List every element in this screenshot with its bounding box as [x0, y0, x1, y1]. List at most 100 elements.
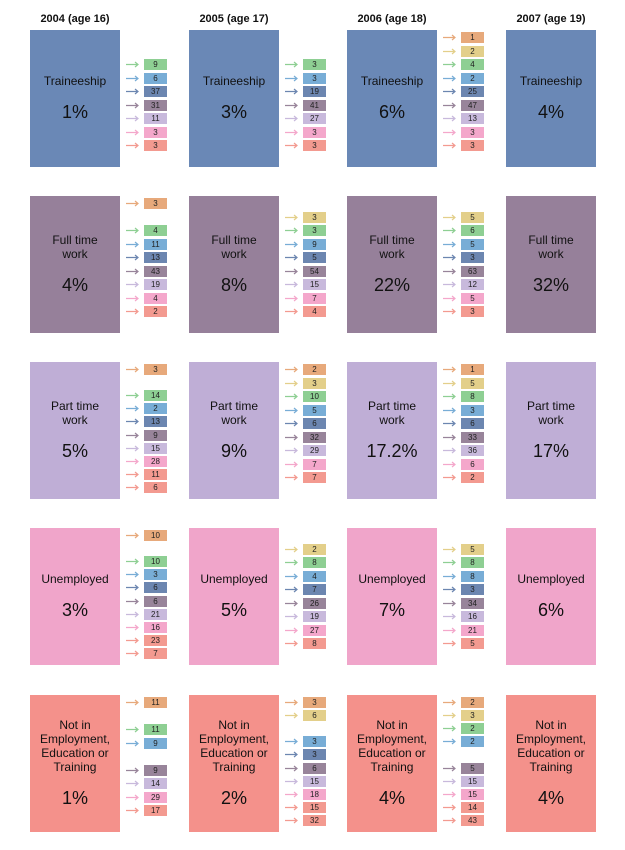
arrow-icon	[285, 600, 298, 607]
arrow-icon	[285, 407, 298, 414]
transition-value: 3	[461, 405, 484, 416]
transition-value: 26	[303, 598, 326, 609]
transition-value: 3	[303, 225, 326, 236]
status-label: Unemployed	[358, 572, 425, 586]
status-label: Traineeship	[361, 74, 423, 88]
transition-value: 54	[303, 266, 326, 277]
status-label-line: Education or	[41, 746, 109, 760]
status-box: Traineeship 4%	[506, 30, 596, 167]
arrow-icon	[126, 254, 139, 261]
transition-value: 5	[303, 252, 326, 263]
transition-value: 6	[303, 418, 326, 429]
transition-value: 4	[303, 571, 326, 582]
transition-value: 15	[303, 776, 326, 787]
transition-value: 16	[144, 622, 167, 633]
arrow-icon	[443, 295, 456, 302]
arrow-icon	[443, 308, 456, 315]
transition-value: 7	[144, 648, 167, 659]
transition-value: 13	[144, 252, 167, 263]
status-percent: 4%	[61, 275, 88, 295]
transition-value: 1	[461, 364, 484, 375]
arrow-icon	[285, 115, 298, 122]
status-percent: 5%	[61, 441, 88, 461]
transition-value: 9	[144, 430, 167, 441]
transition-value: 3	[303, 59, 326, 70]
arrow-icon	[443, 48, 456, 55]
arrow-icon	[443, 366, 456, 373]
transition-value: 3	[461, 306, 484, 317]
transition-value: 8	[461, 391, 484, 402]
status-label-line: work	[538, 247, 564, 261]
status-label-line: work	[62, 413, 88, 427]
status-label-line: work	[538, 413, 564, 427]
arrow-icon	[126, 611, 139, 618]
status-label: Part time work	[527, 399, 575, 427]
arrow-icon	[126, 532, 139, 539]
status-box: Full time work 4%	[30, 196, 120, 333]
status-box: Not in Employment, Education or Training 4%	[347, 695, 437, 832]
transition-value: 18	[303, 789, 326, 800]
transition-value: 15	[144, 443, 167, 454]
status-label: Part time work	[210, 399, 258, 427]
arrow-icon	[443, 61, 456, 68]
arrow-icon	[285, 281, 298, 288]
arrow-icon	[126, 558, 139, 565]
arrow-icon	[285, 474, 298, 481]
arrow-icon	[443, 281, 456, 288]
arrow-icon	[443, 778, 456, 785]
arrow-icon	[443, 640, 456, 647]
arrow-icon	[443, 129, 456, 136]
status-box: Not in Employment, Education or Training 2%	[189, 695, 279, 832]
transition-value: 29	[303, 445, 326, 456]
transition-value: 9	[303, 239, 326, 250]
arrow-icon	[285, 627, 298, 634]
arrow-icon	[126, 88, 139, 95]
arrow-icon	[126, 445, 139, 452]
arrow-icon	[443, 817, 456, 824]
status-label-line: Not in	[376, 718, 408, 732]
transition-value: 14	[144, 390, 167, 401]
status-label-line: Part time	[367, 399, 416, 413]
status-box: Unemployed 7%	[347, 528, 437, 665]
status-label-line: Employment,	[198, 732, 270, 746]
arrow-icon	[126, 637, 139, 644]
status-label-line: Training	[529, 760, 573, 774]
transition-value: 36	[461, 445, 484, 456]
arrow-icon	[285, 88, 298, 95]
arrow-icon	[285, 699, 298, 706]
transition-value: 3	[303, 127, 326, 138]
transition-value: 3	[303, 749, 326, 760]
status-percent: 2%	[220, 788, 247, 808]
transition-value: 2	[461, 73, 484, 84]
status-percent: 4%	[378, 788, 405, 808]
arrow-icon	[285, 817, 298, 824]
transition-value: 43	[144, 266, 167, 277]
transition-value: 6	[461, 418, 484, 429]
arrow-icon	[443, 380, 456, 387]
arrow-icon	[126, 142, 139, 149]
transition-value: 15	[303, 279, 326, 290]
transition-value: 2	[461, 723, 484, 734]
status-label: Full time work	[52, 233, 97, 261]
transition-value: 7	[303, 293, 326, 304]
status-percent: 17%	[532, 441, 570, 461]
transition-value: 15	[303, 802, 326, 813]
arrow-icon	[285, 268, 298, 275]
status-percent: 32%	[532, 275, 570, 295]
transition-value: 17	[144, 805, 167, 816]
arrow-icon	[126, 129, 139, 136]
transition-value: 1	[461, 32, 484, 43]
transition-value: 19	[303, 86, 326, 97]
arrow-icon	[126, 115, 139, 122]
transition-value: 29	[144, 792, 167, 803]
transition-value: 11	[144, 469, 167, 480]
status-label: Not in Employment, Education or Training	[40, 718, 110, 774]
transition-value: 11	[144, 113, 167, 124]
status-label: Not in Employment, Education or Training	[199, 718, 269, 774]
arrow-icon	[126, 392, 139, 399]
arrow-icon	[285, 640, 298, 647]
transition-value: 47	[461, 100, 484, 111]
transition-value: 15	[461, 776, 484, 787]
arrow-icon	[285, 712, 298, 719]
arrow-icon	[126, 794, 139, 801]
